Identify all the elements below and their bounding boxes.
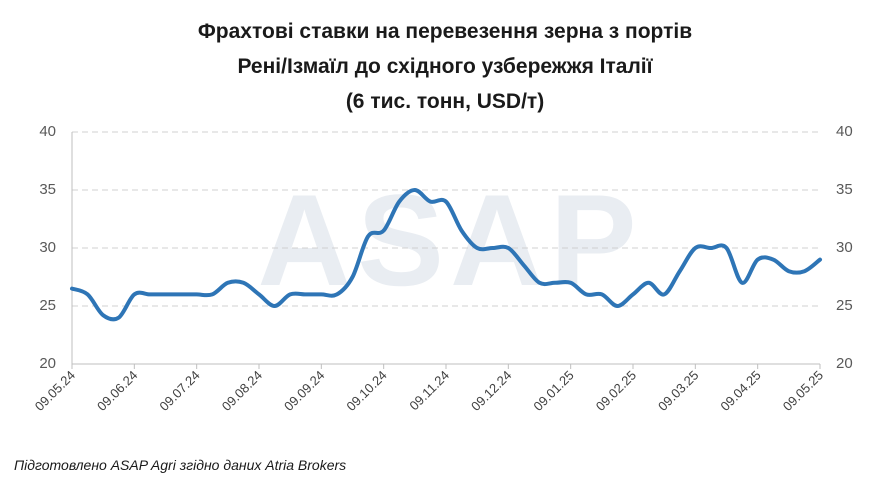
x-tick-label: 09.01.25 bbox=[530, 368, 576, 414]
y2-tick-label: 35 bbox=[836, 181, 853, 198]
y-tick-label: 25 bbox=[39, 297, 56, 314]
chart-title: (6 тис. тонн, USD/т) bbox=[346, 90, 544, 113]
x-tick-label: 09.05.25 bbox=[780, 368, 826, 414]
y2-tick-label: 20 bbox=[836, 355, 853, 372]
x-tick-label: 09.11.24 bbox=[406, 368, 452, 414]
source-note: Підготовлено ASAP Agri згідно даних Atri… bbox=[14, 457, 346, 473]
y-tick-label: 20 bbox=[39, 355, 56, 372]
y-tick-label: 35 bbox=[39, 181, 56, 198]
y-tick-label: 30 bbox=[39, 239, 56, 256]
x-tick-label: 09.02.25 bbox=[593, 368, 639, 414]
x-tick-label: 09.12.24 bbox=[468, 368, 514, 414]
chart-title: Рені/Ізмаїл до східного узбережжя Італії bbox=[237, 55, 653, 78]
y2-tick-label: 30 bbox=[836, 239, 853, 256]
y2-tick-label: 25 bbox=[836, 297, 853, 314]
x-tick-label: 09.05.24 bbox=[32, 368, 78, 414]
x-tick-label: 09.08.24 bbox=[219, 368, 265, 414]
x-tick-label: 09.03.25 bbox=[655, 368, 701, 414]
x-tick-label: 09.06.24 bbox=[94, 368, 140, 414]
x-tick-label: 09.07.24 bbox=[156, 368, 202, 414]
y2-tick-label: 40 bbox=[836, 123, 853, 140]
watermark: ASAP bbox=[257, 167, 642, 313]
x-tick-label: 09.09.24 bbox=[281, 368, 327, 414]
x-tick-label: 09.04.25 bbox=[717, 368, 763, 414]
chart-title: Фрахтові ставки на перевезення зерна з п… bbox=[198, 20, 692, 43]
x-tick-label: 09.10.24 bbox=[343, 368, 389, 414]
line-series bbox=[70, 188, 822, 322]
y-tick-label: 40 bbox=[39, 123, 56, 140]
